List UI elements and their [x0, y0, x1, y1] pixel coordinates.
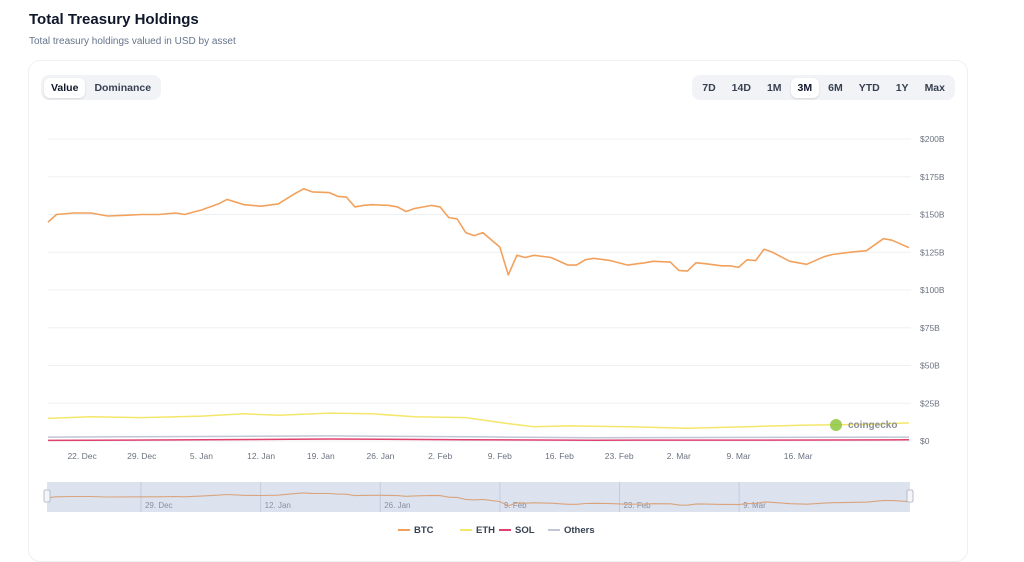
view-mode-dominance[interactable]: Dominance [94, 81, 152, 94]
chart-card: Value Dominance 7D 14D 1M 3M 6M YTD 1Y M… [28, 60, 968, 562]
time-range-switch: 7D 14D 1M 3M 6M YTD 1Y Max [692, 75, 955, 100]
page-subtitle: Total treasury holdings valued in USD by… [29, 36, 236, 47]
range-7d[interactable]: 7D [702, 81, 716, 94]
range-1y[interactable]: 1Y [895, 81, 909, 94]
range-ytd[interactable]: YTD [858, 81, 880, 94]
range-max[interactable]: Max [924, 81, 945, 94]
range-6m[interactable]: 6M [828, 81, 843, 94]
range-3m[interactable]: 3M [790, 77, 820, 98]
range-14d[interactable]: 14D [731, 81, 751, 94]
page-title: Total Treasury Holdings [29, 11, 199, 28]
view-mode-switch: Value Dominance [41, 75, 162, 100]
view-mode-value[interactable]: Value [44, 77, 86, 98]
range-1m[interactable]: 1M [766, 81, 782, 94]
